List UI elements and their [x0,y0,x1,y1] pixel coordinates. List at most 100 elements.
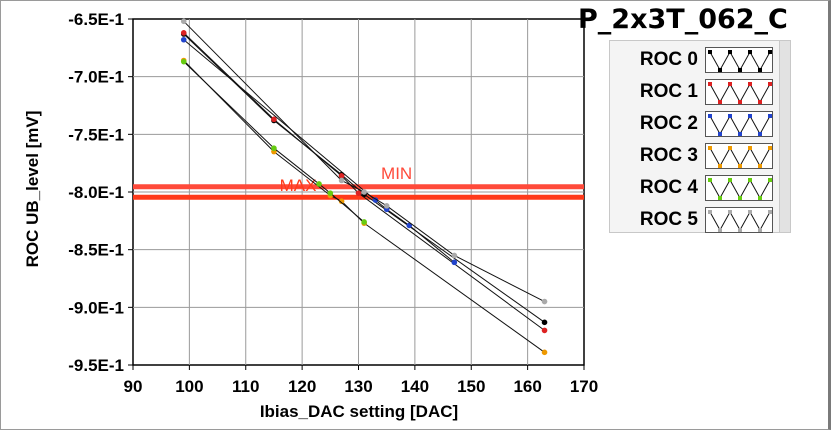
legend-swatch-marker [708,178,712,182]
legend-swatch-marker [758,68,762,72]
legend-swatch-marker [728,50,732,54]
legend-swatch [705,111,773,137]
x-tick-label: 170 [570,377,598,396]
legend-swatch-marker [768,210,772,214]
y-tick-label: -9.0E-1 [68,298,124,317]
legend-swatch-marker [728,210,732,214]
legend-swatch-marker [728,114,732,118]
y-tick-label: -6.5E-1 [68,10,124,29]
legend-swatch-marker [728,146,732,150]
series-line [273,147,320,185]
x-tick-label: 140 [401,377,429,396]
data-point [355,190,362,196]
legend-item-label: ROC 0 [639,49,698,70]
data-point [316,181,322,187]
legend-swatch-marker [738,132,742,136]
legend-item: ROC 5 [610,205,780,235]
chart-title: P_2x3T_062_C [578,4,788,35]
legend-swatch-marker [768,82,772,86]
legend-swatch-line [709,178,771,200]
legend-swatch-marker [708,114,712,118]
legend-swatch-marker [738,196,742,200]
legend-swatch-marker [768,146,772,150]
series-roc-5 [180,18,548,305]
tick-layer: 90 100 110 120 130 140 150 160 170 -6.5E-1 -7.0E-1… [68,10,598,396]
legend-swatch-marker [748,178,752,182]
legend-swatch-line [709,114,771,136]
series-line [183,20,342,181]
x-tick-label: 90 [124,377,143,396]
data-point [180,36,187,43]
legend-swatch-line [709,146,771,168]
data-point [180,18,187,25]
series-line [183,61,275,149]
legend-swatch-marker [748,114,752,118]
y-tick-label: -8.5E-1 [68,241,124,260]
legend-swatch [705,175,773,201]
legend-swatch-marker [748,210,752,214]
legend-swatch-marker [738,228,742,232]
legend-swatch-marker [758,164,762,168]
series-line [408,225,455,263]
legend-swatch-marker [748,50,752,54]
threshold-min-label: MIN [381,164,412,183]
data-point [406,222,413,229]
series-line [363,222,545,353]
data-point [338,173,345,179]
data-point [541,298,548,305]
legend-swatch-marker [748,146,752,150]
legend: ROC 0 ROC 1 ROC 2 ROC 3 ROC 4 ROC 5 [609,40,791,233]
legend-item: ROC 2 [610,109,780,139]
data-point [327,190,334,196]
legend-swatch-marker [708,210,712,214]
series-line [386,208,410,226]
series-line [273,151,331,196]
legend-swatch [705,79,773,105]
data-point [271,116,277,123]
legend-scrollbar[interactable] [779,41,790,232]
y-axis-title: ROC UB_level [mV] [23,111,42,268]
x-tick-label: 100 [175,377,203,396]
data-point [338,198,345,205]
data-point [271,145,277,151]
legend-swatch-marker [718,196,722,200]
data-point [541,327,548,334]
legend-swatch-marker [748,82,752,86]
series-line [454,254,545,303]
legend-swatch-marker [758,196,762,200]
grid-layer [133,19,584,365]
series-roc-4 [180,58,367,225]
legend-swatch-marker [728,82,732,86]
legend-swatch-marker [708,146,712,150]
legend-swatch-marker [758,228,762,232]
data-point [180,30,187,36]
x-tick-label: 160 [513,377,541,396]
legend-swatch-marker [768,50,772,54]
legend-item-label: ROC 3 [639,145,698,166]
x-axis-title: Ibias_DAC setting [DAC] [260,402,458,421]
series-line [183,39,376,201]
series-line [341,180,365,193]
threshold-layer: MIN MAX [133,164,584,200]
legend-swatch-marker [718,100,722,104]
series-line [358,192,545,331]
data-point [372,197,379,203]
x-tick-label: 150 [457,377,485,396]
legend-swatch-marker [708,82,712,86]
series-line [363,193,545,323]
legend-swatch-marker [758,100,762,104]
legend-swatch-marker [718,164,722,168]
y-tick-label: -8.0E-1 [68,183,124,202]
legend-swatch-marker [768,114,772,118]
data-point [541,319,548,326]
data-point [383,203,390,209]
threshold-max-label: MAX [280,176,317,195]
legend-swatch-line [709,82,771,104]
legend-item: ROC 4 [610,173,780,203]
data-point [338,177,345,184]
y-tick-label: -9.5E-1 [68,356,124,375]
data-point [451,259,458,266]
legend-swatch-marker [718,68,722,72]
y-tick-label: -7.0E-1 [68,68,124,87]
series-line [273,118,342,177]
